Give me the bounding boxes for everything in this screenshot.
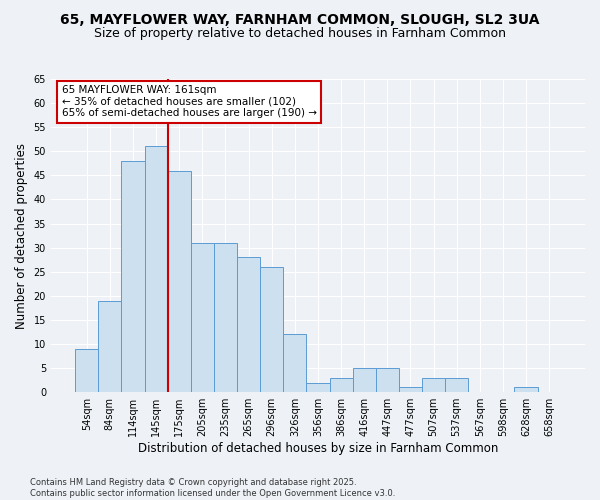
Bar [445,378,468,392]
X-axis label: Distribution of detached houses by size in Farnham Common: Distribution of detached houses by size … [138,442,498,455]
Bar [191,243,214,392]
Bar [422,378,445,392]
Text: 65, MAYFLOWER WAY, FARNHAM COMMON, SLOUGH, SL2 3UA: 65, MAYFLOWER WAY, FARNHAM COMMON, SLOUG… [60,12,540,26]
Bar [121,161,145,392]
Bar [329,378,353,392]
Bar [145,146,167,392]
Bar [399,388,422,392]
Bar [307,382,329,392]
Text: 65 MAYFLOWER WAY: 161sqm
← 35% of detached houses are smaller (102)
65% of semi-: 65 MAYFLOWER WAY: 161sqm ← 35% of detach… [62,86,317,118]
Bar [98,300,121,392]
Bar [353,368,376,392]
Bar [260,267,283,392]
Bar [376,368,399,392]
Bar [167,170,191,392]
Bar [75,349,98,392]
Bar [514,388,538,392]
Text: Contains HM Land Registry data © Crown copyright and database right 2025.
Contai: Contains HM Land Registry data © Crown c… [30,478,395,498]
Bar [237,258,260,392]
Y-axis label: Number of detached properties: Number of detached properties [15,142,28,328]
Bar [214,243,237,392]
Text: Size of property relative to detached houses in Farnham Common: Size of property relative to detached ho… [94,28,506,40]
Bar [283,334,307,392]
